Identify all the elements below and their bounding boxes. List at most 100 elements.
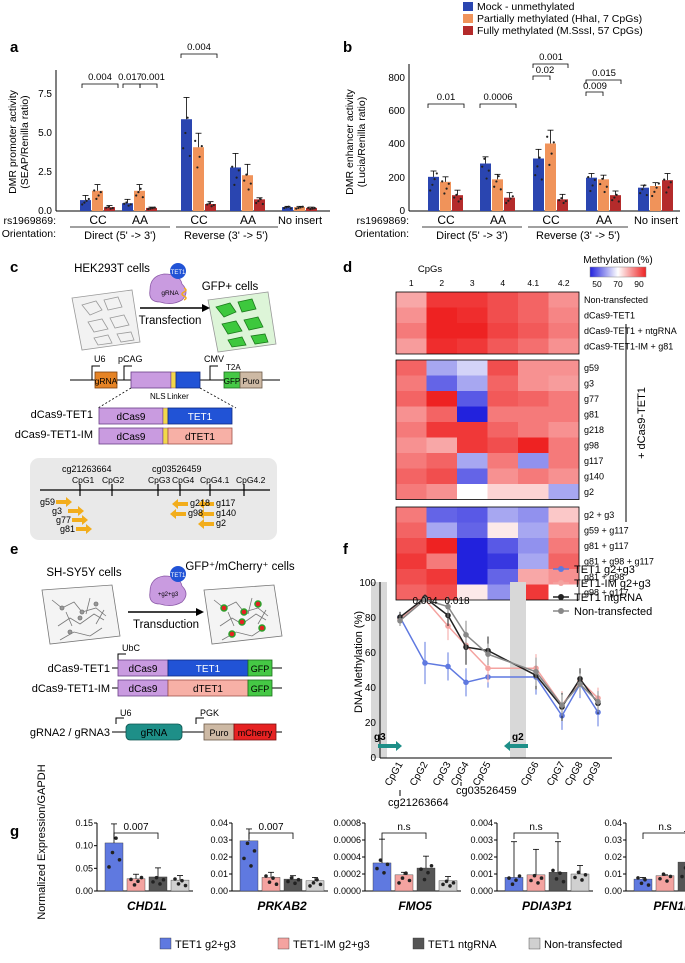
panel-a-dot-s2-c3-3 (261, 202, 264, 206)
panel-d-cell-b0-r1-c3 (487, 307, 518, 323)
panel-b-dot-s2-c2-1 (560, 197, 563, 200)
panel-b-dot-s1-c0-0 (441, 180, 444, 183)
panel-g-bar-1-0 (239, 840, 259, 892)
panel-b-dot-s0-c2-1 (536, 165, 539, 168)
panel-e-construct3-mcherry (233, 723, 277, 741)
panel-b-pval-3: 0.02 (536, 65, 555, 76)
panel-b-dot-s2-c0-3 (459, 197, 462, 200)
panel-a-dot-s0-c0-0 (81, 203, 84, 206)
panel-g-dot-1-0-3 (252, 849, 257, 853)
panel-a-bar-s1-c4 (294, 207, 305, 211)
panel-b-dot-s0-c4-0 (639, 192, 642, 195)
panel-a-dot-s0-c1-0 (123, 202, 126, 205)
panel-g-dot-2-0-1 (378, 858, 383, 862)
panel-g-dot-4-1-2 (665, 879, 669, 883)
panel-label-a: a (10, 39, 19, 56)
panel-d-cell-b1-r3-c5 (548, 406, 579, 422)
panel-e-tet1-badge (170, 566, 186, 582)
panel-d-cell-b2-r1-c2 (457, 522, 488, 538)
panel-b-orient-direct: Direct (5' -> 3') (436, 230, 508, 242)
panel-a-dot-s2-c3-1 (257, 199, 260, 203)
panel-f-point-3-6 (559, 702, 565, 708)
panel-d-cell-b0-r1-c1 (426, 307, 457, 323)
panel-a-bar-s1-c3 (242, 175, 253, 211)
panel-b-dot-s1-c1-2 (497, 175, 500, 178)
panel-d-row-label-b1-r8: g2 (584, 487, 594, 497)
panel-a-dot-s2-c1-0 (147, 208, 150, 211)
panel-c-cpg-2: CpG2 (102, 475, 124, 485)
panel-d-cell-b1-r5-c0 (396, 437, 427, 453)
panel-g-ytick-1-2: 0.02 (210, 852, 228, 862)
panel-d-cell-b1-r1-c5 (548, 375, 579, 391)
panel-e-construct1-dcas9-label: dCas9 (129, 664, 158, 675)
panel-b-group-cc-direct: CC (437, 213, 455, 227)
panel-f-g2-arrow (504, 741, 528, 751)
panel-d-cell-b0-r3-c5 (548, 338, 579, 354)
panel-d-cell-b1-r8-c5 (548, 484, 579, 500)
panel-d-row-label-b0-r2: dCas9-TET1 + ntgRNA (584, 326, 677, 336)
panel-d-cell-b2-r3-c4 (518, 553, 549, 569)
panel-a-bar-s0-c0 (80, 200, 91, 211)
panel-c-cpg-4: CpG4 (172, 475, 194, 485)
panel-f-shade-g3 (371, 582, 387, 758)
panel-c-cpg-4-2: CpG4.2 (236, 475, 266, 485)
panel-a-bar-s0-c3 (230, 167, 241, 211)
panel-d-cell-b0-r2-c0 (396, 323, 427, 339)
panel-b-dot-s1-c4-2 (655, 186, 658, 189)
panel-e-grna-small: +g2+g3 (158, 592, 179, 598)
panel-g-dot-2-3-3 (451, 881, 456, 885)
panel-a-dot-s1-c3-0 (243, 179, 246, 182)
panel-d-cell-b1-r1-c0 (396, 375, 427, 391)
panel-d-cell-b1-r6-c3 (487, 453, 518, 469)
panel-c-guide-g77: g77 (56, 515, 71, 525)
panel-g-dot-0-2-1 (154, 875, 159, 880)
panel-b-dot-s2-c4-0 (663, 178, 666, 181)
panel-g-pval-2: n.s (397, 822, 410, 833)
panel-g-dot-2-0-3 (385, 862, 390, 867)
panel-d-row-label-b1-r5: g98 (584, 440, 599, 450)
panel-a-group-cc-direct: CC (89, 213, 107, 227)
panel-a-orient-reverse: Reverse (3' -> 5') (184, 230, 268, 242)
panel-b-dot-s0-c3-2 (591, 184, 594, 187)
panel-d-col-label-0: 1 (409, 278, 414, 288)
panel-c-cpg-4-1: CpG4.1 (200, 475, 230, 485)
panel-c-map-dcas9 (130, 371, 172, 389)
panel-b-ytick-1: 200 (388, 173, 405, 184)
panel-d-cell-b1-r4-c2 (457, 422, 488, 438)
panel-a-dot-s0-c0-1 (83, 201, 86, 204)
panel-a-dot-s1-c2-0 (194, 139, 197, 142)
panel-a-dot-s2-c4-3 (313, 206, 316, 210)
panel-d-row-label-b2-r3: g81 + g98 + g117 (584, 556, 654, 566)
panel-d-cell-b1-r0-c2 (457, 360, 488, 376)
panel-g-legend: TET1 g2+g3 TET1-IM g2+g3 TET1 ntgRNA Non-tr… (159, 937, 622, 951)
panel-c-guide-g117: g117 (216, 498, 235, 508)
panel-g-dot-1-3-1 (311, 881, 316, 885)
panel-a-dot-s1-c1-1 (137, 191, 140, 194)
panel-g-dot-3-0-2 (514, 878, 518, 882)
panel-d-cell-b0-r3-c4 (518, 338, 549, 354)
panel-b-ylabel-2: (Lucia/Renilla ratio) (356, 97, 368, 187)
panel-d-cell-b2-r2-c1 (426, 538, 457, 554)
panel-d-row-label-b1-r3: g81 (584, 409, 599, 419)
panel-f-xtick-1: CpG2 (408, 760, 431, 789)
panel-a-bar-s2-c4 (306, 207, 317, 211)
panel-g-dot-2-1-0 (397, 881, 401, 885)
panel-b-bar-s0-c4 (638, 187, 649, 211)
panel-g-dot-1-1-0 (264, 874, 268, 878)
panel-f-xtick-3: CpG4 (449, 760, 472, 789)
panel-g-dot-4-0-1 (639, 881, 644, 886)
panel-g-dot-1-1-1 (267, 880, 272, 884)
panel-d-legend-tick-70: 70 (613, 279, 623, 289)
panel-g-dot-0-3-0 (173, 877, 177, 881)
panel-a-bar-s1-c1 (134, 190, 145, 211)
panel-d-col-label-5: 4.2 (558, 278, 570, 288)
panel-c-guide-g218: g218 (190, 498, 210, 508)
panel-label-g: g (10, 823, 19, 840)
panel-g-ytick-0-0: 0.00 (75, 886, 93, 896)
panel-d-cell-b1-r6-c0 (396, 453, 427, 469)
panel-c-construct1-tet1-label: TET1 (188, 412, 213, 423)
panel-c-cas9-protein-icon: TET1 gRNA (149, 263, 187, 304)
panel-d-cell-b1-r8-c1 (426, 484, 457, 500)
panel-e-construct3-mcherry-label: mCherry (238, 728, 273, 738)
panel-f-shade-g2 (510, 582, 526, 758)
